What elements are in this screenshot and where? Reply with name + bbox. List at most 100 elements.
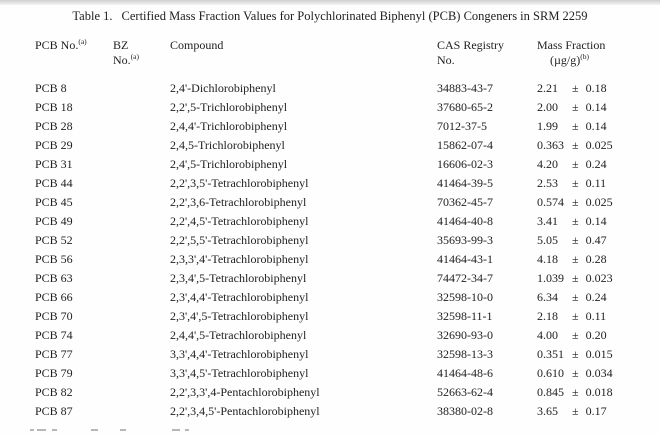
mass-uncertainty: 0.20 <box>585 328 607 343</box>
table-row: PCB 63 2,3,4',5-Tetrachlorobiphenyl 7447… <box>35 269 652 288</box>
plus-minus-symbol: ± <box>572 290 579 305</box>
pcb-no-cell: PCB 77 <box>35 347 73 362</box>
mass-fraction-cell: 3.65 ± 0.17 <box>537 404 652 419</box>
cas-cell: 32690-93-0 <box>437 328 493 343</box>
mass-uncertainty: 0.11 <box>585 309 607 324</box>
table-row: PCB 8 2,4'-Dichlorobiphenyl 34883-43-7 2… <box>35 79 652 98</box>
mass-value: 0.351 <box>537 347 564 362</box>
mass-value: 4.00 <box>537 328 558 343</box>
pcb-no-cell: PCB 29 <box>35 137 73 152</box>
mass-fraction-cell: 2.00 ± 0.14 <box>537 100 652 115</box>
mass-uncertainty: 0.14 <box>585 213 607 228</box>
compound-cell: 3,3',4,5'-Tetrachlorobiphenyl <box>170 366 309 381</box>
clipped-footnote-fragment <box>30 428 189 432</box>
cas-cell: 32598-13-3 <box>437 347 493 362</box>
pcb-no-cell: PCB 44 <box>35 175 73 190</box>
compound-cell: 2,3,4',5-Tetrachlorobiphenyl <box>170 271 307 286</box>
pcb-no-cell: PCB 56 <box>35 252 73 267</box>
mass-fraction-cell: 1.039 ± 0.023 <box>537 271 652 286</box>
mass-value: 0.610 <box>537 366 564 381</box>
footnote-ref-a: (a) <box>78 37 87 46</box>
cas-cell: 16606-02-3 <box>437 156 493 171</box>
mass-uncertainty: 0.47 <box>585 232 607 247</box>
cas-cell: 38380-02-8 <box>437 404 493 419</box>
compound-cell: 2,4',5-Trichlorobiphenyl <box>170 156 288 171</box>
mass-value: 3.65 <box>537 404 558 419</box>
compound-cell: 2,2',4,5'-Tetrachlorobiphenyl <box>170 213 309 228</box>
plus-minus-symbol: ± <box>572 118 579 133</box>
plus-minus-symbol: ± <box>572 213 579 228</box>
mass-value: 4.20 <box>537 156 558 171</box>
pcb-no-cell: PCB 8 <box>35 80 67 95</box>
plus-minus-symbol: ± <box>572 156 579 171</box>
mass-fraction-cell: 5.05 ± 0.47 <box>537 233 652 248</box>
cas-cell: 34883-43-7 <box>437 80 493 95</box>
table-row: PCB 82 2,2',3,3',4-Pentachlorobiphenyl 5… <box>35 383 652 402</box>
table-row: PCB 77 3,3',4,4'-Tetrachlorobiphenyl 325… <box>35 345 652 364</box>
pcb-no-cell: PCB 52 <box>35 232 73 247</box>
mass-value: 2.00 <box>537 99 558 114</box>
pcb-no-cell: PCB 31 <box>35 156 73 171</box>
cas-cell: 41464-40-8 <box>437 213 493 228</box>
pcb-no-cell: PCB 87 <box>35 404 73 419</box>
pcb-no-cell: PCB 63 <box>35 271 73 286</box>
mass-value: 2.18 <box>537 309 558 324</box>
mass-uncertainty: 0.18 <box>585 80 607 95</box>
footnote-ref-a: (a) <box>130 51 139 61</box>
mass-uncertainty: 0.28 <box>585 252 607 267</box>
mass-fraction-cell: 0.574 ± 0.025 <box>537 195 652 210</box>
cas-cell: 41464-43-1 <box>437 252 493 267</box>
cas-cell: 52663-62-4 <box>437 385 493 400</box>
mass-fraction-cell: 0.610 ± 0.034 <box>537 366 652 381</box>
table-row: PCB 29 2,4,5-Trichlorobiphenyl 15862-07-… <box>35 136 652 155</box>
mass-uncertainty: 0.14 <box>585 99 607 114</box>
cas-cell: 41464-39-5 <box>437 175 493 190</box>
mass-fraction-cell: 4.00 ± 0.20 <box>537 328 652 343</box>
mass-value: 4.18 <box>537 252 558 267</box>
mass-uncertainty: 0.24 <box>585 290 607 305</box>
mass-fraction-cell: 0.363 ± 0.025 <box>537 138 652 153</box>
plus-minus-symbol: ± <box>572 137 579 152</box>
pcb-no-cell: PCB 18 <box>35 99 73 114</box>
mass-fraction-cell: 0.351 ± 0.015 <box>537 347 652 362</box>
pcb-no-cell: PCB 49 <box>35 213 73 228</box>
cas-cell: 70362-45-7 <box>437 194 493 209</box>
compound-cell: 2,2',3,3',4-Pentachlorobiphenyl <box>170 385 320 400</box>
plus-minus-symbol: ± <box>572 175 579 190</box>
table-title-text: Certified Mass Fraction Values for Polyc… <box>121 9 588 23</box>
plus-minus-symbol: ± <box>572 99 579 114</box>
plus-minus-symbol: ± <box>572 366 579 381</box>
table-body: PCB 8 2,4'-Dichlorobiphenyl 34883-43-7 2… <box>35 79 652 422</box>
compound-cell: 2,3',4',5-Tetrachlorobiphenyl <box>170 309 309 324</box>
table-row: PCB 66 2,3',4,4'-Tetrachlorobiphenyl 325… <box>35 288 652 307</box>
mass-uncertainty: 0.11 <box>585 175 607 190</box>
plus-minus-symbol: ± <box>572 328 579 343</box>
mass-uncertainty: 0.14 <box>585 118 607 133</box>
compound-cell: 3,3',4,4'-Tetrachlorobiphenyl <box>170 347 309 362</box>
mass-uncertainty: 0.015 <box>585 347 613 362</box>
mass-value: 0.363 <box>537 137 564 152</box>
plus-minus-symbol: ± <box>572 80 579 95</box>
mass-uncertainty: 0.025 <box>585 137 613 152</box>
mass-value: 0.574 <box>537 194 564 209</box>
pcb-no-cell: PCB 70 <box>35 309 73 324</box>
compound-cell: 2,2',3,6-Tetrachlorobiphenyl <box>170 194 307 209</box>
mass-value: 2.21 <box>537 80 558 95</box>
plus-minus-symbol: ± <box>572 385 579 400</box>
compound-cell: 2,2',3,5'-Tetrachlorobiphenyl <box>170 175 309 190</box>
mass-fraction-cell: 0.845 ± 0.018 <box>537 385 652 400</box>
table-row: PCB 79 3,3',4,5'-Tetrachlorobiphenyl 414… <box>35 364 652 383</box>
table-row: PCB 49 2,2',4,5'-Tetrachlorobiphenyl 414… <box>35 212 652 231</box>
mass-uncertainty: 0.023 <box>585 271 613 286</box>
mass-value: 6.34 <box>537 290 558 305</box>
cas-cell: 74472-34-7 <box>437 271 493 286</box>
table-row: PCB 74 2,4,4',5-Tetrachlorobiphenyl 3269… <box>35 326 652 345</box>
column-header-cas: CAS Registry No. <box>437 38 505 67</box>
column-header-mass-fraction: Mass Fraction (µg/g)(b) <box>537 38 606 67</box>
column-header-pcb-no: PCB No.(a) <box>35 37 87 52</box>
pcb-no-cell: PCB 28 <box>35 118 73 133</box>
plus-minus-symbol: ± <box>572 252 579 267</box>
table-title-label: Table 1. <box>72 9 113 23</box>
mass-fraction-cell: 3.41 ± 0.14 <box>537 214 652 229</box>
mass-value: 1.99 <box>537 118 558 133</box>
